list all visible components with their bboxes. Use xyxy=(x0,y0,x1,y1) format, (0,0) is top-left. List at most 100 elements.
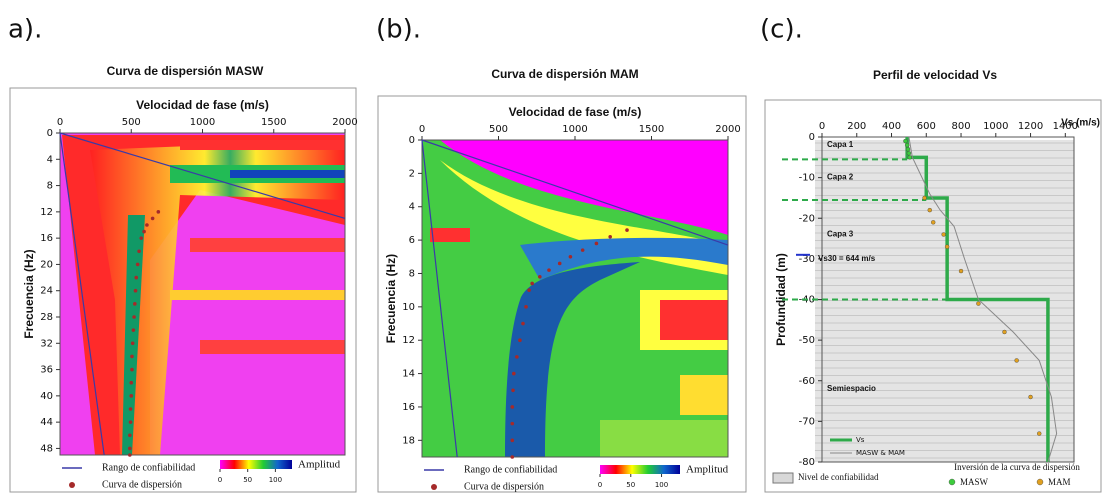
chart-title: Perfil de velocidad Vs xyxy=(873,68,997,82)
y-tick-label: 0 xyxy=(47,128,53,139)
dispersion-point xyxy=(129,394,134,398)
panel-label: a). xyxy=(8,15,42,45)
data-point xyxy=(976,301,981,306)
x-tick-label: 2000 xyxy=(715,124,740,135)
data-point xyxy=(944,244,950,249)
dispersion-point xyxy=(594,241,599,246)
dispersion-point xyxy=(131,328,136,332)
dispersion-point xyxy=(512,371,516,376)
frame xyxy=(764,99,1102,493)
dispersion-point xyxy=(538,275,542,279)
legend-label: Curva de dispersión xyxy=(102,479,182,490)
y-tick-label: -80 xyxy=(799,457,815,468)
dispersion-point xyxy=(527,288,531,292)
y-tick-label: 6 xyxy=(409,235,415,246)
legend-dot xyxy=(948,478,956,486)
panel-label: (b). xyxy=(376,15,421,45)
data-point xyxy=(905,146,911,152)
x-tick-label: 500 xyxy=(489,124,508,135)
y-tick-label: 2 xyxy=(409,168,415,179)
x-axis-label: Vs (m/s) xyxy=(1061,118,1100,129)
dispersion-point xyxy=(128,453,132,457)
annotation: Capa 3 xyxy=(827,230,854,239)
y-tick-label: 16 xyxy=(402,402,415,413)
dispersion-point xyxy=(521,321,525,326)
dispersion-point xyxy=(510,438,515,443)
legend-label: MASW & MAM xyxy=(856,449,905,457)
dispersion-point xyxy=(145,223,149,227)
colorbar-tick-label: 50 xyxy=(626,481,635,489)
dispersion-point xyxy=(133,288,138,293)
y-tick-label: 40 xyxy=(40,391,53,402)
y-axis-label: Frecuencia (Hz) xyxy=(22,249,36,338)
x-tick-label: 500 xyxy=(122,117,141,128)
y-tick-label: -30 xyxy=(799,254,815,265)
dispersion-point xyxy=(133,302,137,306)
dispersion-point xyxy=(130,341,135,346)
data-point xyxy=(922,195,927,201)
y-tick-label: -60 xyxy=(799,376,815,387)
x-tick-label: 0 xyxy=(819,121,825,132)
dispersion-point xyxy=(132,315,136,319)
x-tick-label: 1000 xyxy=(562,124,587,135)
x-tick-label: 2000 xyxy=(332,117,357,128)
legend-label: Curva de dispersión xyxy=(464,481,544,492)
x-tick-label: 1500 xyxy=(639,124,664,135)
colorbar-tick-label: 100 xyxy=(269,476,282,484)
y-tick-label: -20 xyxy=(799,213,815,224)
data-point xyxy=(958,268,964,274)
x-axis-label: Velocidad de fase (m/s) xyxy=(136,98,269,112)
dispersion-point xyxy=(135,262,140,267)
legend-label: Vs xyxy=(856,436,865,444)
dispersion-point xyxy=(510,421,515,426)
x-tick-label: 1400 xyxy=(1053,121,1078,132)
chart-title: Curva de dispersión MAM xyxy=(491,67,638,81)
dispersion-point xyxy=(134,275,139,280)
y-tick-label: 14 xyxy=(402,369,415,380)
x-tick-label: 800 xyxy=(951,121,970,132)
reliability-line xyxy=(59,132,346,220)
data-point xyxy=(907,155,912,160)
x-tick-label: 1500 xyxy=(261,117,286,128)
dispersion-point xyxy=(608,234,612,239)
y-tick-label: 12 xyxy=(402,335,415,346)
y-tick-label: 20 xyxy=(40,259,53,270)
dispersion-point xyxy=(128,407,133,411)
data-point xyxy=(1002,329,1007,335)
reliability-line xyxy=(59,132,105,456)
dispersion-point xyxy=(142,229,146,234)
y-axis-label: Frecuencia (Hz) xyxy=(384,254,398,343)
y-tick-label: 44 xyxy=(40,417,53,428)
legend-dot xyxy=(69,482,75,488)
y-tick-label: 18 xyxy=(402,435,415,446)
y-tick-label: 28 xyxy=(40,312,53,323)
data-point xyxy=(931,220,936,225)
annotation: Capa 2 xyxy=(827,173,854,182)
data-point xyxy=(1028,394,1033,400)
y-tick-label: 10 xyxy=(402,302,415,313)
legend-label: Rango de confiabilidad xyxy=(102,462,195,473)
dispersion-point xyxy=(128,420,133,424)
data-point xyxy=(927,207,932,213)
annotation: Vs30 = 644 m/s xyxy=(818,254,876,263)
dispersion-point xyxy=(547,268,551,272)
x-tick-label: 0 xyxy=(57,117,63,128)
x-tick-label: 200 xyxy=(847,121,866,132)
reliability-line xyxy=(421,139,458,458)
y-tick-label: 48 xyxy=(40,443,53,454)
colorbar xyxy=(220,460,292,469)
heatmap xyxy=(422,140,728,457)
dispersion-point xyxy=(150,216,155,221)
panel-label: (c). xyxy=(760,15,803,45)
frame xyxy=(9,87,357,493)
data-point xyxy=(1037,431,1042,436)
data-point xyxy=(903,138,908,144)
y-tick-label: 36 xyxy=(40,365,53,376)
dispersion-point xyxy=(524,305,528,309)
y-tick-label: 4 xyxy=(409,202,415,213)
data-point xyxy=(1014,358,1019,363)
dispersion-point xyxy=(518,338,522,343)
x-tick-label: 1000 xyxy=(983,121,1008,132)
colorbar-label: Amplitud xyxy=(298,459,341,471)
